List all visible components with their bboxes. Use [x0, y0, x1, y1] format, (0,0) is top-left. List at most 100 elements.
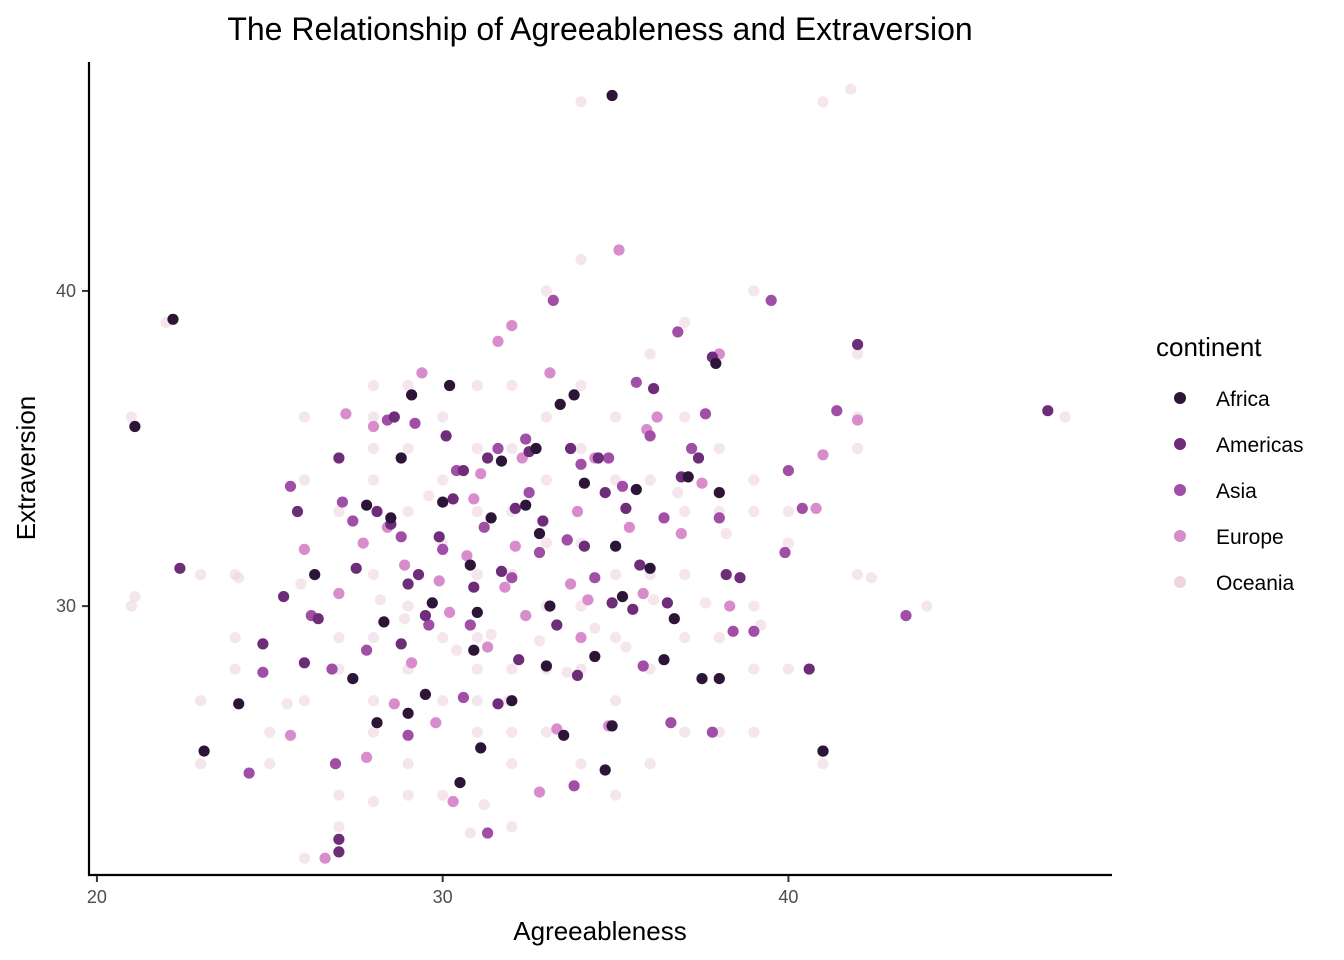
point-americas — [565, 442, 577, 455]
point-africa — [485, 512, 497, 524]
point-asia — [568, 780, 580, 792]
point-americas — [513, 654, 525, 666]
point-oceania — [437, 411, 449, 423]
point-oceania — [333, 789, 345, 801]
point-europe — [637, 587, 649, 600]
point-europe — [319, 852, 331, 864]
point-europe — [817, 449, 829, 461]
legend-label: Asia — [1216, 480, 1257, 503]
point-asia — [533, 546, 546, 559]
point-africa — [444, 379, 456, 392]
point-oceania — [402, 758, 414, 770]
point-africa — [606, 720, 618, 732]
point-oceania — [402, 600, 414, 612]
point-oceania — [575, 379, 587, 392]
point-oceania — [748, 505, 760, 518]
point-africa — [713, 487, 725, 499]
point-europe — [492, 335, 504, 347]
point-europe — [388, 698, 400, 710]
point-americas — [599, 487, 611, 499]
point-africa — [385, 512, 397, 524]
x-tick-label: 20 — [87, 887, 107, 907]
point-europe — [724, 600, 736, 612]
point-europe — [623, 521, 636, 533]
point-europe — [340, 408, 352, 420]
point-asia — [699, 408, 712, 420]
point-oceania — [540, 411, 553, 423]
point-oceania — [748, 474, 760, 486]
legend-key — [1174, 530, 1186, 542]
point-americas — [440, 430, 452, 442]
point-oceania — [437, 789, 449, 801]
point-europe — [852, 414, 864, 426]
point-oceania — [852, 569, 864, 581]
point-asia — [644, 430, 656, 442]
point-asia — [523, 487, 535, 499]
point-africa — [540, 660, 553, 672]
point-oceania — [679, 411, 691, 423]
point-oceania — [437, 474, 449, 486]
point-asia — [347, 515, 359, 527]
point-oceania — [713, 442, 725, 455]
point-europe — [571, 505, 584, 518]
point-oceania — [437, 632, 449, 644]
point-africa — [616, 591, 629, 603]
point-asia — [423, 619, 435, 631]
point-asia — [561, 534, 573, 546]
point-asia — [492, 442, 504, 455]
point-oceania — [540, 474, 553, 486]
point-oceania — [610, 569, 622, 581]
point-europe — [475, 468, 487, 480]
point-americas — [412, 569, 425, 581]
point-oceania — [575, 758, 587, 770]
point-oceania — [720, 528, 732, 540]
point-africa — [558, 729, 570, 741]
point-asia — [831, 405, 843, 417]
legend-item-africa: Africa — [1174, 388, 1270, 411]
point-europe — [582, 594, 594, 606]
point-oceania — [575, 96, 587, 108]
point-oceania — [264, 758, 276, 770]
point-europe — [298, 543, 310, 556]
point-africa — [817, 745, 829, 757]
point-africa — [475, 742, 487, 754]
point-oceania — [229, 663, 241, 675]
point-oceania — [402, 442, 414, 455]
point-americas — [350, 562, 362, 574]
point-asia — [243, 767, 255, 779]
point-asia — [457, 691, 469, 704]
point-europe — [406, 657, 418, 669]
point-americas — [492, 698, 504, 710]
point-americas — [734, 572, 746, 584]
point-oceania — [748, 600, 760, 612]
point-africa — [406, 389, 418, 401]
point-europe — [430, 717, 442, 729]
point-africa — [198, 745, 210, 757]
point-oceania — [367, 474, 380, 486]
point-asia — [727, 625, 739, 637]
point-asia — [796, 502, 808, 514]
point-oceania — [620, 641, 632, 653]
x-tick-label: 40 — [778, 887, 798, 907]
point-americas — [468, 581, 480, 593]
point-americas — [402, 578, 414, 590]
point-oceania — [1059, 411, 1071, 423]
point-europe — [565, 578, 577, 590]
point-africa — [309, 569, 321, 581]
point-africa — [371, 717, 383, 729]
point-oceania — [298, 474, 310, 486]
point-oceania — [713, 632, 725, 644]
point-europe — [444, 606, 456, 619]
point-africa — [533, 528, 546, 540]
point-americas — [578, 540, 591, 552]
point-oceania — [782, 537, 795, 549]
point-americas — [620, 502, 632, 514]
point-asia — [464, 619, 476, 631]
point-europe — [468, 493, 480, 505]
point-europe — [810, 502, 822, 514]
point-americas — [803, 663, 815, 675]
point-oceania — [672, 487, 684, 499]
point-oceania — [540, 285, 553, 297]
point-oceania — [367, 726, 380, 738]
point-africa — [658, 654, 670, 666]
